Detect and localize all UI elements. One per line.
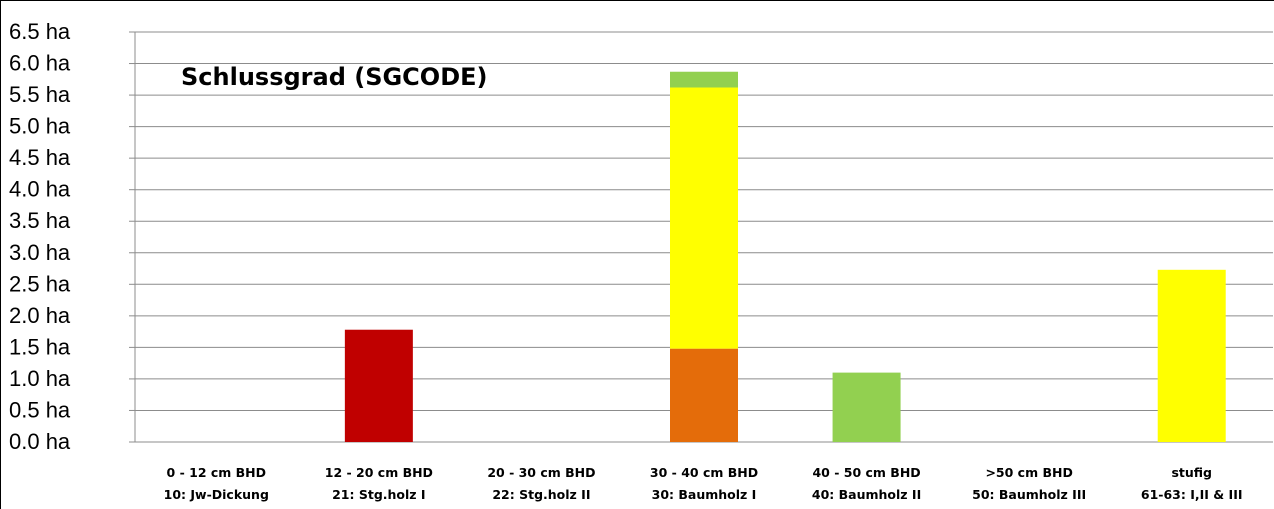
- y-axis: 0.0 ha 0.5 ha 1.0 ha 1.5 ha 2.0 ha 2.5 ha 3.0 …: [9, 19, 136, 454]
- x-tick-label: 0 - 12 cm BHD 10: Jw-Dickung: [164, 465, 269, 502]
- bar-segment: [344, 329, 413, 442]
- x-tick-label: stufig 61-63: I,II & III: [1141, 465, 1243, 502]
- bars: [344, 71, 1226, 442]
- y-tick-label: 2.0 ha: [9, 303, 71, 328]
- y-tick-label: 1.5 ha: [9, 334, 71, 359]
- y-tick-label: 1.0 ha: [9, 366, 71, 391]
- y-tick-label: 5.0 ha: [9, 114, 71, 139]
- x-tick-label: 12 - 20 cm BHD 21: Stg.holz I: [325, 465, 433, 502]
- x-tick-label: 40 - 50 cm BHD 40: Baumholz II: [812, 465, 921, 502]
- bar-segment: [832, 372, 901, 442]
- bar-segment: [670, 348, 738, 442]
- x-tick-label: >50 cm BHD 50: Baumholz III: [972, 465, 1086, 502]
- y-tick-label: 3.5 ha: [9, 208, 71, 233]
- y-tick-label: 0.0 ha: [9, 429, 71, 454]
- bar-segment: [670, 71, 738, 88]
- x-tick-label: 30 - 40 cm BHD 30: Baumholz I: [650, 465, 758, 502]
- y-tick-label: 3.0 ha: [9, 240, 71, 265]
- chart-title: Schlussgrad (SGCODE): [181, 63, 487, 91]
- x-tick-label: 20 - 30 cm BHD 22: Stg.holz II: [487, 465, 595, 502]
- y-tick-label: 0.5 ha: [9, 397, 71, 422]
- y-tick-label: 4.5 ha: [9, 145, 71, 170]
- y-tick-label: 4.0 ha: [9, 177, 71, 202]
- y-tick-label: 2.5 ha: [9, 271, 71, 296]
- bar-segment: [670, 87, 738, 349]
- bar-segment: [1157, 269, 1226, 442]
- y-tick-label: 6.0 ha: [9, 51, 71, 76]
- x-axis: 0 - 12 cm BHD 10: Jw-Dickung 12 - 20 cm BH…: [164, 465, 1243, 502]
- y-tick-label: 6.5 ha: [9, 19, 71, 44]
- y-tick-label: 5.5 ha: [9, 82, 71, 107]
